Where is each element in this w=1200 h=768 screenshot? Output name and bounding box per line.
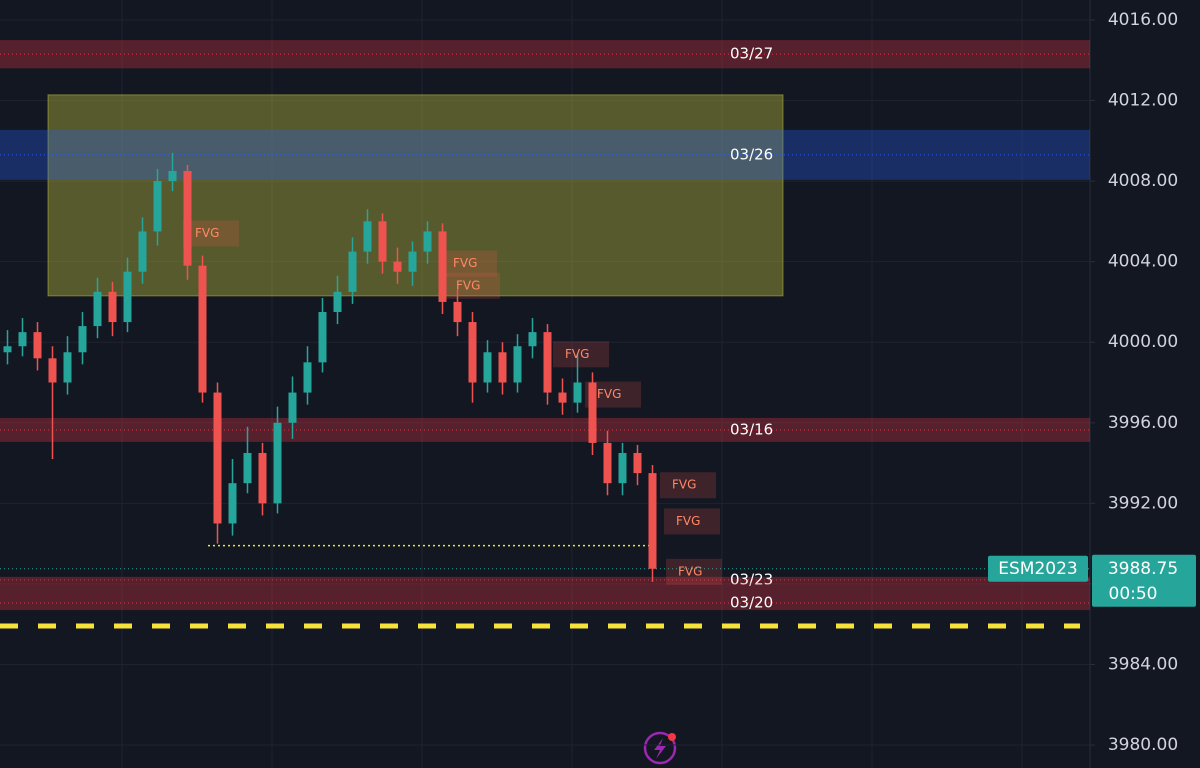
candle-body: [3, 346, 12, 353]
y-tick-label: 3996.00: [1108, 413, 1178, 433]
fvg-box: [553, 341, 609, 368]
candle-body: [18, 332, 27, 347]
fvg-box: [664, 508, 720, 535]
price-tag: [1092, 554, 1196, 607]
candle-body: [288, 392, 297, 423]
alert-dot: [668, 733, 676, 741]
zone-band: [0, 582, 1090, 611]
symbol-tag: [988, 555, 1088, 582]
candle-body: [648, 473, 657, 569]
fvg-label: FVG: [565, 347, 589, 361]
zone-label: 03/20: [730, 594, 773, 612]
candle-body: [498, 352, 507, 383]
candle-body: [123, 271, 132, 323]
candle-body: [333, 291, 342, 312]
candle-body: [303, 362, 312, 393]
candle-body: [528, 332, 537, 347]
zone-label: 03/26: [730, 145, 773, 163]
zone-label: 03/27: [730, 45, 773, 63]
y-tick-label: 3980.00: [1108, 735, 1178, 755]
y-tick-label: 4008.00: [1108, 171, 1178, 191]
candle-body: [393, 261, 402, 272]
fvg-label: FVG: [597, 387, 621, 401]
fvg-label: FVG: [456, 278, 480, 292]
y-tick-label: 4012.00: [1108, 91, 1178, 111]
zone-label: 03/16: [730, 421, 773, 439]
candle-body: [258, 452, 267, 504]
candle-body: [513, 346, 522, 383]
countdown-label: 00:50: [1109, 584, 1158, 604]
candle-body: [198, 265, 207, 393]
candle-body: [273, 422, 282, 504]
fvg-label: FVG: [672, 478, 696, 492]
candle-body: [108, 291, 117, 323]
candle-body: [603, 442, 612, 484]
fvg-label: FVG: [195, 226, 219, 240]
candle-body: [183, 171, 192, 266]
y-tick-label: 4000.00: [1108, 332, 1178, 352]
alert-icon[interactable]: [643, 731, 677, 765]
zone-label: 03/23: [730, 570, 773, 588]
candle-body: [378, 221, 387, 262]
candle-body: [228, 483, 237, 524]
fvg-label: FVG: [678, 564, 702, 578]
candle-body: [153, 181, 162, 232]
candle-body: [633, 452, 642, 474]
y-tick-label: 3984.00: [1108, 654, 1178, 674]
candle-body: [468, 322, 477, 383]
vertical-grid: [121, 0, 1023, 768]
candle-body: [408, 251, 417, 272]
y-tick-label: 3992.00: [1108, 493, 1178, 513]
fvg-box: [660, 472, 716, 499]
alert-bolt: [654, 738, 666, 759]
candle-body: [63, 352, 72, 383]
candle-body: [588, 382, 597, 443]
candle-body: [93, 291, 102, 327]
candle-body: [423, 231, 432, 252]
candle-body: [453, 301, 462, 323]
candle-body: [168, 171, 177, 182]
candle-body: [243, 452, 252, 484]
candle-body: [213, 392, 222, 524]
candle-body: [543, 332, 552, 393]
y-tick-label: 4004.00: [1108, 252, 1178, 272]
fvg-label: FVG: [676, 514, 700, 528]
candle-body: [573, 382, 582, 403]
candle-body: [138, 231, 147, 272]
fvg-box: [666, 558, 722, 585]
candle-body: [363, 221, 372, 252]
y-tick-label: 4016.00: [1108, 10, 1178, 30]
candles: [3, 152, 657, 582]
symbol-label: ESM2023: [998, 559, 1077, 579]
candle-body: [318, 311, 327, 363]
candle-body: [438, 231, 447, 302]
candle-body: [348, 251, 357, 292]
fvg-box: [441, 250, 497, 277]
fvg-label: FVG: [453, 256, 477, 270]
fvg-box: [585, 381, 641, 408]
fvg-box: [444, 272, 500, 299]
fvg-box: [183, 220, 239, 247]
alert-ring: [643, 731, 677, 765]
candle-body: [78, 326, 87, 353]
candle-body: [33, 332, 42, 359]
candle-body: [48, 358, 57, 383]
candle-body: [558, 392, 567, 403]
candle-body: [618, 452, 627, 484]
candle-body: [483, 352, 492, 383]
price-label: 3988.75: [1108, 559, 1178, 579]
